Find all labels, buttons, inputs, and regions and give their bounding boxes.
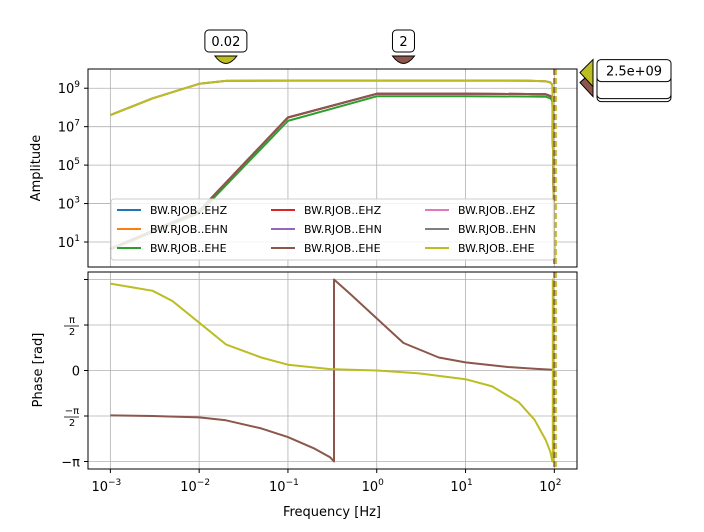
y-tick-label: 2 <box>69 327 75 338</box>
x-tick-label: 102 <box>539 478 561 495</box>
legend-label: BW.RJOB..EHZ <box>458 204 536 217</box>
annotation-marker <box>579 58 594 88</box>
legend-label: BW.RJOB..EHN <box>150 223 228 236</box>
legend-label: BW.RJOB..EHZ <box>304 204 382 217</box>
x-tick-label: 100 <box>362 478 385 495</box>
y-tick-label: 2 <box>69 418 75 429</box>
annotation-box <box>391 29 415 53</box>
legend-label: BW.RJOB..EHE <box>304 242 381 255</box>
amplitude-line <box>110 92 556 262</box>
legend-label: BW.RJOB..EHN <box>304 223 382 236</box>
x-tick-label: 10−2 <box>180 478 210 495</box>
phase-line <box>110 278 555 463</box>
y-tick-label: π <box>69 315 75 326</box>
amplitude-line <box>110 95 556 262</box>
phase-series <box>110 278 555 463</box>
annotation-marker <box>391 55 416 64</box>
annotation-marker <box>213 55 238 64</box>
x-tick-label: 101 <box>450 478 472 495</box>
annotation-label: 2 <box>399 35 407 50</box>
y-tick-label: 105 <box>58 157 80 174</box>
amplitude-line <box>110 79 556 262</box>
y-tick-label: 101 <box>58 234 80 251</box>
amplitude-ylabel: Amplitude <box>29 135 44 202</box>
annotation-label: 2.5e+09 <box>606 65 662 80</box>
phase-ylabel: Phase [rad] <box>31 333 46 408</box>
legend: BW.RJOB..EHZ BW.RJOB..EHN BW.RJOB..EHE BW.R… <box>110 198 555 261</box>
amplitude-series <box>110 79 556 262</box>
amplitude-frame <box>87 68 578 268</box>
y-tick-label: 103 <box>58 196 80 213</box>
legend-label: BW.RJOB..EHZ <box>150 204 228 217</box>
phase-line <box>110 278 553 463</box>
legend-box <box>110 198 555 261</box>
phase-x-ticks: 10−3 10−2 10−1 100 101 102 <box>91 469 561 495</box>
y-tick-label: 109 <box>58 80 81 97</box>
x-tick-label: 10−1 <box>269 478 299 495</box>
legend-label: BW.RJOB..EHE <box>150 242 227 255</box>
legend-label: BW.RJOB..EHN <box>458 223 536 236</box>
amplitude-y-ticks: 101 103 105 107 109 <box>58 80 88 251</box>
y-tick-label: −π <box>61 456 80 471</box>
annotation-box <box>204 29 248 53</box>
y-tick-label: 0 <box>72 365 80 380</box>
phase-dashed-line <box>553 272 557 469</box>
x-tick-label: 10−3 <box>91 478 121 495</box>
annotation-box <box>596 59 672 83</box>
y-tick-label: −π <box>65 406 79 417</box>
phase-xlabel: Frequency [Hz] <box>283 505 381 520</box>
y-tick-label: 107 <box>58 119 80 136</box>
annotations: 0.02 2 2.5e+09 <box>204 29 672 103</box>
annotation-label: 0.02 <box>211 35 240 50</box>
legend-label: BW.RJOB..EHE <box>458 242 535 255</box>
